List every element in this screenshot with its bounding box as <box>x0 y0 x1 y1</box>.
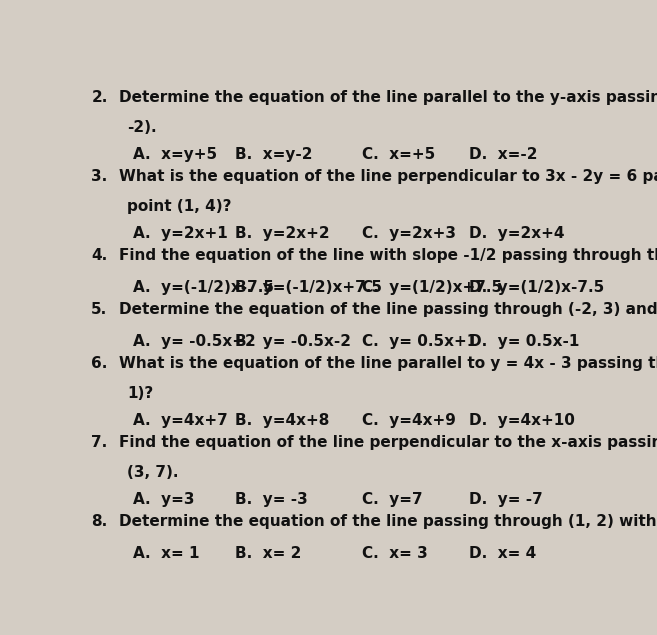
Text: A.  y=3: A. y=3 <box>133 492 194 507</box>
Text: -2).: -2). <box>127 120 156 135</box>
Text: B.  x= 2: B. x= 2 <box>235 546 302 561</box>
Text: 5.: 5. <box>91 302 108 317</box>
Text: C.  y=4x+9: C. y=4x+9 <box>362 413 456 428</box>
Text: C.  x=+5: C. x=+5 <box>362 147 436 162</box>
Text: point (1, 4)?: point (1, 4)? <box>127 199 231 215</box>
Text: (3, 7).: (3, 7). <box>127 465 179 481</box>
Text: Determine the equation of the line passing through (-2, 3) and (4, -1).: Determine the equation of the line passi… <box>119 302 657 317</box>
Text: A.  y= -0.5x+2: A. y= -0.5x+2 <box>133 334 256 349</box>
Text: D.  x=-2: D. x=-2 <box>469 147 537 162</box>
Text: Find the equation of the line perpendicular to the x-axis passing through the po: Find the equation of the line perpendicu… <box>119 435 657 450</box>
Text: D.  y=2x+4: D. y=2x+4 <box>469 226 564 241</box>
Text: C.  y=(1/2)x+7.5: C. y=(1/2)x+7.5 <box>362 280 503 295</box>
Text: A.  x=y+5: A. x=y+5 <box>133 147 217 162</box>
Text: C.  y=7: C. y=7 <box>362 492 423 507</box>
Text: 1)?: 1)? <box>127 386 153 401</box>
Text: 8.: 8. <box>91 514 108 530</box>
Text: D.  x= 4: D. x= 4 <box>469 546 536 561</box>
Text: What is the equation of the line perpendicular to 3x - 2y = 6 passing through th: What is the equation of the line perpend… <box>119 169 657 184</box>
Text: A.  y=(-1/2)x-7.5: A. y=(-1/2)x-7.5 <box>133 280 274 295</box>
Text: B.  y=4x+8: B. y=4x+8 <box>235 413 329 428</box>
Text: 4.: 4. <box>91 248 108 264</box>
Text: 3.: 3. <box>91 169 108 184</box>
Text: A.  y=2x+1: A. y=2x+1 <box>133 226 228 241</box>
Text: B.  x=y-2: B. x=y-2 <box>235 147 312 162</box>
Text: D.  y= -7: D. y= -7 <box>469 492 543 507</box>
Text: A.  y=4x+7: A. y=4x+7 <box>133 413 228 428</box>
Text: C.  y=2x+3: C. y=2x+3 <box>362 226 456 241</box>
Text: 7.: 7. <box>91 435 108 450</box>
Text: A.  x= 1: A. x= 1 <box>133 546 200 561</box>
Text: D.  y=4x+10: D. y=4x+10 <box>469 413 575 428</box>
Text: D.  y=(1/2)x-7.5: D. y=(1/2)x-7.5 <box>469 280 604 295</box>
Text: Find the equation of the line with slope -1/2 passing through the point (3, -5).: Find the equation of the line with slope… <box>119 248 657 264</box>
Text: 2.: 2. <box>91 90 108 105</box>
Text: C.  x= 3: C. x= 3 <box>362 546 428 561</box>
Text: Determine the equation of the line passing through (1, 2) with undefined slope.: Determine the equation of the line passi… <box>119 514 657 530</box>
Text: C.  y= 0.5x+1: C. y= 0.5x+1 <box>362 334 478 349</box>
Text: Determine the equation of the line parallel to the y-axis passing through the po: Determine the equation of the line paral… <box>119 90 657 105</box>
Text: What is the equation of the line parallel to y = 4x - 3 passing through the poin: What is the equation of the line paralle… <box>119 356 657 371</box>
Text: 6.: 6. <box>91 356 108 371</box>
Text: B.  y=(-1/2)x+7.5: B. y=(-1/2)x+7.5 <box>235 280 382 295</box>
Text: B.  y= -3: B. y= -3 <box>235 492 307 507</box>
Text: B.  y=2x+2: B. y=2x+2 <box>235 226 330 241</box>
Text: B.  y= -0.5x-2: B. y= -0.5x-2 <box>235 334 351 349</box>
Text: D.  y= 0.5x-1: D. y= 0.5x-1 <box>469 334 579 349</box>
